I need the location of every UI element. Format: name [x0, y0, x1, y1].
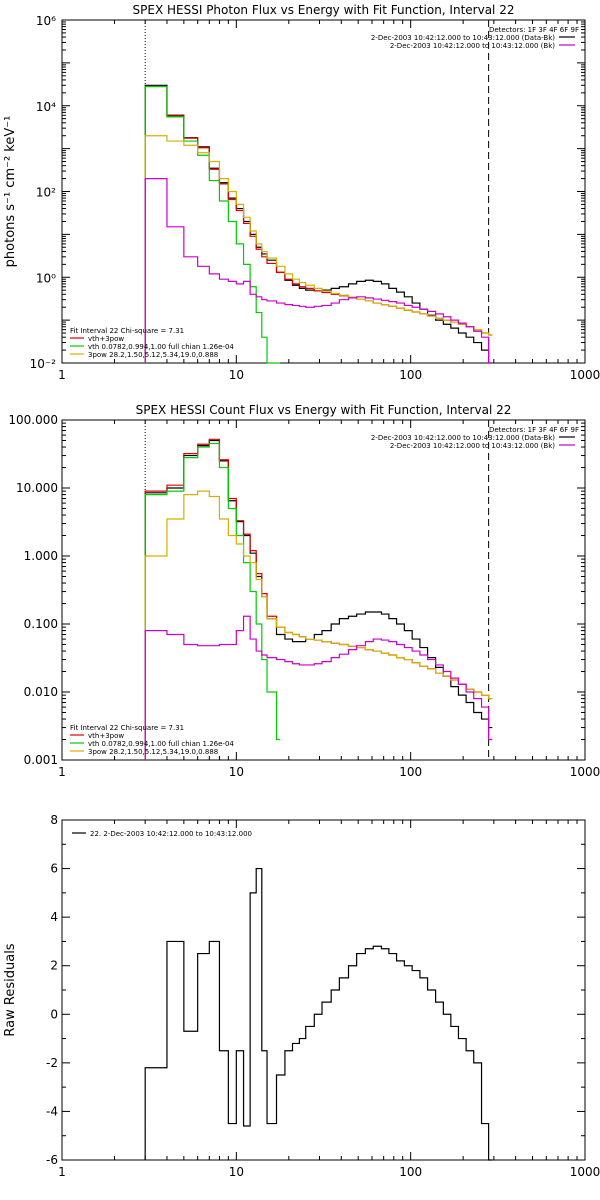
x-tick-label: 1000: [570, 765, 600, 779]
axes-frame: [61, 419, 586, 761]
x-tick-label: 1000: [570, 368, 600, 382]
x-tick-label: 10: [229, 368, 244, 382]
legend-entry-label: vth+3pow: [88, 732, 124, 740]
y-tick-label: 10²: [36, 186, 56, 200]
chart-title: SPEX HESSI Photon Flux vs Energy with Fi…: [133, 3, 515, 17]
axes-frame: [61, 19, 586, 364]
y-tick-label: -2: [46, 1056, 58, 1070]
legend-entry-label: 3pow 28.2,1.50,5.12,5.34,19.0,0.888: [88, 351, 218, 359]
y-axis-label: Raw Residuals: [3, 943, 18, 1036]
legend-entry-label: vth 0.0782,0.994,1.00 full chian 1.26e-0…: [88, 740, 234, 748]
y-tick-label-text: 10⁴: [36, 100, 56, 114]
y-tick-label-text: 10⁶: [36, 14, 56, 28]
series-line-1: [144, 867, 493, 1161]
y-tick-label: -4: [46, 1104, 58, 1118]
y-tick-label-text: 10²: [36, 186, 56, 200]
y-tick-label: 10.000: [16, 481, 58, 495]
legend-entry-label: vth 0.0782,0.994,1.00 full chian 1.26e-0…: [88, 343, 234, 351]
y-tick-label: 100.000: [8, 413, 58, 427]
y-tick-label: 0.010: [24, 685, 58, 699]
y-tick-label-text: 10⁰: [36, 271, 56, 285]
x-tick-label: 100: [399, 1165, 422, 1179]
y-tick-label: -6: [46, 1153, 58, 1167]
x-tick-label: 10: [229, 1165, 244, 1179]
x-tick-label: 1: [58, 368, 66, 382]
y-axis-label: photons s⁻¹ cm⁻² keV⁻¹: [3, 116, 18, 268]
legend-entry-label: 22. 2-Dec-2003 10:42:12.000 to 10:43:12.…: [90, 830, 252, 838]
series-line-2: [144, 438, 493, 760]
legend-entry-label: 3pow 28.2,1.50,5.12,5.34,19.0,0.888: [88, 748, 218, 756]
y-tick-label: 10⁶: [36, 14, 56, 28]
y-tick-label: 0.001: [24, 753, 58, 767]
x-tick-label: 1: [58, 765, 66, 779]
x-tick-label: 1000: [570, 1165, 600, 1179]
legend-header: Detectors: 1F 3F 4F 6F 9F: [489, 26, 579, 34]
y-tick-label: 0: [50, 1007, 58, 1021]
series-line-2: [144, 85, 493, 363]
legend-entry-label: 2-Dec-2003 10:42:12.000 to 10:43:12.000 …: [390, 42, 555, 50]
y-tick-label: 2: [50, 959, 58, 973]
chart-title: SPEX HESSI Count Flux vs Energy with Fit…: [136, 403, 512, 417]
legend-entry-label: 2-Dec-2003 10:42:12.000 to 10:43:12.000 …: [371, 434, 555, 442]
series-line-4: [144, 490, 493, 760]
legend-entry-label: vth+3pow: [88, 335, 124, 343]
chart-panel-2: SPEX HESSI Count Flux vs Energy with Fit…: [8, 403, 600, 779]
legend-header: Detectors: 1F 3F 4F 6F 9F: [489, 426, 579, 434]
x-tick-label: 100: [399, 368, 422, 382]
legend-top-right: Detectors: 1F 3F 4F 6F 9F2-Dec-2003 10:4…: [371, 26, 579, 50]
x-tick-label: 100: [399, 765, 422, 779]
series-line-3: [144, 85, 281, 364]
x-tick-label: 1: [58, 1165, 66, 1179]
y-tick-label: 0.100: [24, 617, 58, 631]
x-tick-label: 10: [229, 765, 244, 779]
series-line-1: [144, 84, 493, 364]
legend-bottom-left: Fit Interval 22 Chi-square = 7.31vth+3po…: [70, 327, 234, 359]
legend-bottom-left: Fit Interval 22 Chi-square = 7.31vth+3po…: [70, 724, 234, 756]
y-tick-label: 10⁰: [36, 271, 56, 285]
legend-header: Fit Interval 22 Chi-square = 7.31: [70, 724, 184, 732]
legend-entry-label: 2-Dec-2003 10:42:12.000 to 10:43:12.000 …: [390, 442, 555, 450]
chart-panel-3: 1 10 100 1000 -6 -4 -2 0 2 4 6 8 Raw Residuals 22. 2-…: [3, 813, 600, 1179]
y-tick-label: 6: [50, 862, 58, 876]
y-tick-label-text: 10⁻²: [30, 357, 57, 371]
series-line-1: [144, 439, 493, 760]
y-tick-label: 1.000: [24, 549, 58, 563]
series-line-3: [144, 442, 281, 760]
chart-panel-1: SPEX HESSI Photon Flux vs Energy with Fi…: [3, 3, 600, 382]
y-tick-label: 4: [50, 910, 58, 924]
legend-top-left: 22. 2-Dec-2003 10:42:12.000 to 10:43:12.…: [72, 830, 252, 838]
legend-top-right: Detectors: 1F 3F 4F 6F 9F2-Dec-2003 10:4…: [371, 426, 579, 450]
legend-entry-label: 2-Dec-2003 10:42:12.000 to 10:43:12.000 …: [371, 34, 555, 42]
series-line-4: [144, 135, 493, 363]
axes-frame: [61, 819, 586, 1161]
legend-header: Fit Interval 22 Chi-square = 7.31: [70, 327, 184, 335]
y-tick-label: 10⁻²: [30, 357, 57, 371]
y-tick-label: 10⁴: [36, 100, 56, 114]
y-tick-label: 8: [50, 813, 58, 827]
series-line-5: [144, 177, 493, 364]
series-line-5: [144, 615, 493, 760]
